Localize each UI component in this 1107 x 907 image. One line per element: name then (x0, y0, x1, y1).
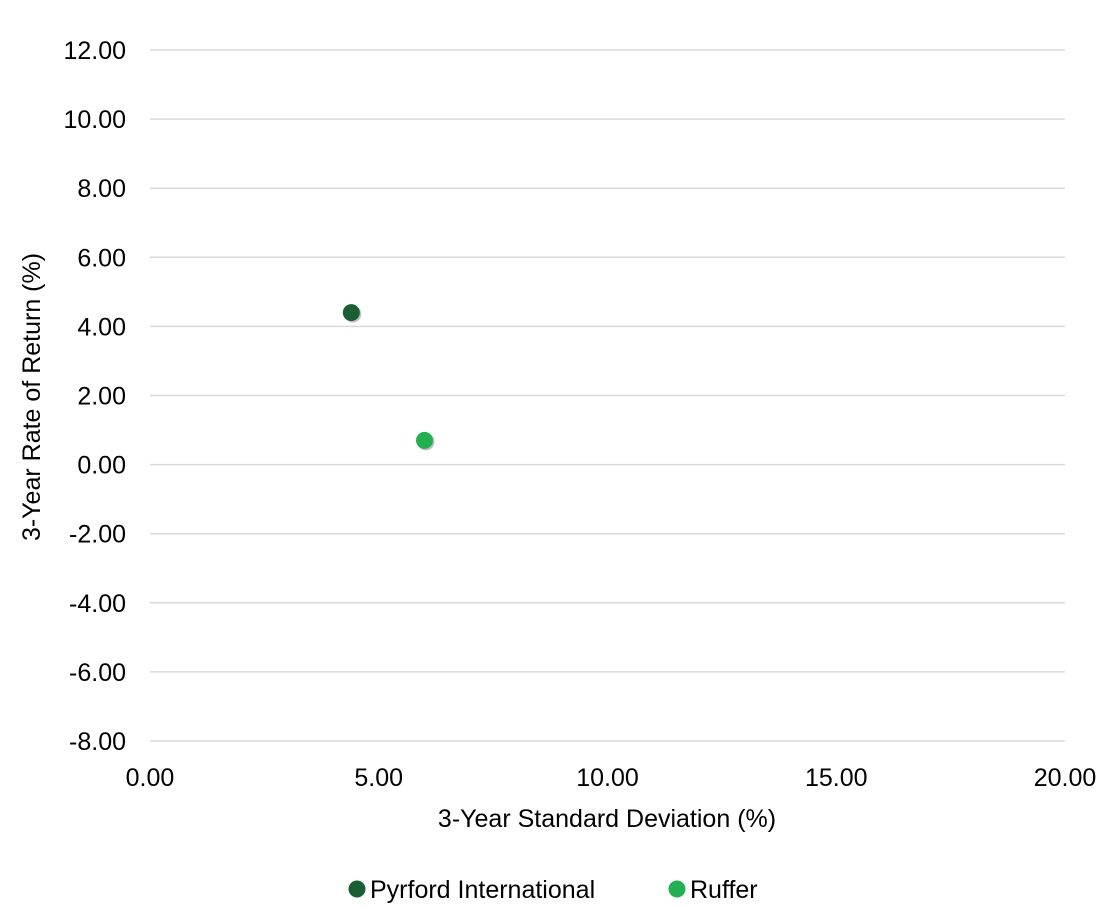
y-tick-label: -4.00 (69, 590, 126, 618)
y-tick-label: 0.00 (77, 452, 126, 480)
legend: Pyrford International Ruffer (348, 876, 758, 904)
y-tick-label: 4.00 (77, 313, 126, 341)
legend-marker (668, 880, 686, 898)
x-axis-title: 3-Year Standard Deviation (%) (438, 805, 776, 833)
y-tick-label: -2.00 (69, 521, 126, 549)
y-tick-label: 8.00 (77, 175, 126, 203)
y-tick-label: -8.00 (69, 728, 126, 756)
y-tick-label: 10.00 (63, 106, 126, 134)
x-axis-tick-labels: 0.00 5.00 10.00 15.00 20.00 (126, 764, 1097, 792)
y-tick-label: -6.00 (69, 659, 126, 687)
data-point-series-0 (342, 304, 360, 322)
legend-marker (348, 880, 366, 898)
x-tick-label: 10.00 (576, 764, 639, 792)
legend-label: Pyrford International (370, 876, 595, 904)
y-axis-tick-labels: 12.00 10.00 8.00 6.00 4.00 2.00 0.00 -2.00 -4.00… (63, 37, 126, 756)
data-points (342, 304, 435, 451)
y-tick-label: 12.00 (63, 37, 126, 65)
x-tick-label: 20.00 (1034, 764, 1097, 792)
x-tick-label: 0.00 (126, 764, 175, 792)
legend-label: Ruffer (690, 876, 758, 904)
y-tick-label: 6.00 (77, 244, 126, 272)
data-point-series-1 (416, 431, 433, 449)
x-tick-label: 5.00 (354, 764, 403, 792)
gridlines (150, 49, 1065, 742)
x-tick-label: 15.00 (805, 764, 868, 792)
y-axis-title: 3-Year Rate of Return (%) (18, 253, 46, 541)
y-tick-label: 2.00 (77, 383, 126, 411)
